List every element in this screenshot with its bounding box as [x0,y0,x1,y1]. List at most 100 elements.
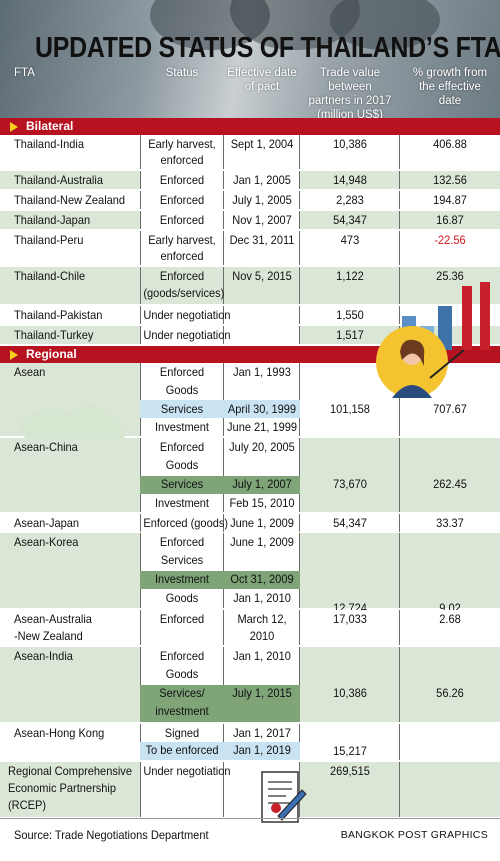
section-bar-regional: Regional [0,346,500,363]
fta-name: Thailand-India [14,137,84,151]
section-bar-bilateral: Bilateral [0,118,500,135]
fta-name: Asean-Hong Kong [14,726,105,740]
trade-value: 17,033 [333,612,367,626]
status-text: (goods/services) [143,286,225,300]
status-text: Investment [154,420,209,434]
status-text: Services [160,477,204,491]
effective-date: Sept 1, 2004 [230,137,294,151]
col-header-fta: FTA [14,67,35,79]
trade-value: 269,515 [330,764,370,778]
effective-date: 2010 [249,629,275,643]
fta-name: Thailand-Chile [14,269,86,283]
trade-value: 10,386 [333,137,367,151]
status-text: enforced [160,249,204,263]
col-header-growth-line3: date [438,95,462,107]
status-text: Investment [154,496,209,510]
col-header-growth-line2: the effective [419,81,481,93]
growth-value: 56.26 [436,686,464,700]
growth-value-negative: -22.56 [434,233,466,247]
status-text: Under negotiation [143,308,231,322]
effective-date: June 1, 2009 [230,535,294,549]
status-text: To be enforced [145,743,219,757]
effective-date: Jan 1, 1993 [233,365,291,379]
growth-value: 406.88 [433,137,467,151]
table-row: Thailand-Japan Enforced Nov 1, 2007 54,3… [0,211,500,230]
trade-value: 14,948 [333,173,367,187]
table-row: Thailand-Turkey Under negotiation 1,517 [0,326,500,345]
triangle-icon [10,350,18,360]
status-text: Goods [165,458,199,472]
effective-date: Oct 31, 2009 [230,572,294,586]
page-title: UPDATED STATUS OF THAILAND’S FTA TALKS [35,32,500,64]
status-text: Goods [165,383,199,397]
effective-date: April 30, 1999 [227,402,297,416]
fta-name: Thailand-Turkey [14,328,94,342]
source-note: Source: Trade Negotiations Department [14,828,209,842]
fta-name: Thailand-New Zealand [14,193,126,207]
effective-date: June 1, 2009 [230,516,294,530]
fta-name: (RCEP) [8,798,47,812]
status-text: Early harvest, [148,137,216,151]
table-row: Thailand-Pakistan Under negotiation 1,55… [0,306,500,325]
col-header-effective: Effective date of pact [224,66,300,94]
status-text: Enforced [159,365,205,379]
growth-value: 16.87 [436,213,464,227]
trade-value: 1,550 [336,308,364,322]
status-text: Enforced [159,213,205,227]
status-text: Services/ [159,686,205,700]
fta-name: Asean-Japan [14,516,80,530]
effective-date: Nov 1, 2007 [232,213,292,227]
effective-date: July 1, 2007 [232,477,292,491]
effective-date: July 1, 2015 [232,686,292,700]
highlight-to-be-enforced [140,742,300,760]
effective-date: June 21, 1999 [227,420,298,434]
fta-name: Asean-Australia [14,612,92,626]
highlight-services [140,476,300,494]
col-header-trade-line1: Trade value between [319,67,381,93]
growth-value: 707.67 [433,402,467,416]
table-row: Thailand-Australia Enforced Jan 1, 2005 … [0,171,500,190]
growth-value: 194.87 [433,193,467,207]
fta-name: Thailand-Peru [14,233,84,247]
contract-pen-icon [261,771,307,823]
status-text: Investment [154,572,209,586]
table-row: Thailand-Peru Early harvest, enforced De… [0,231,500,266]
triangle-icon [10,122,18,132]
effective-date: Jan 1, 2010 [233,591,291,605]
highlight-investment [140,571,300,589]
effective-date: Jan 1, 2019 [233,743,291,757]
fist-shape [330,0,440,50]
status-text: Under negotiation [143,764,231,778]
col-header-trade-line2: partners in 2017 [308,95,392,107]
divider [0,818,500,819]
col-header-status: Status [165,67,199,79]
status-text: Goods [165,667,199,681]
status-text: Enforced [159,269,205,283]
growth-value: 262.45 [433,477,467,491]
status-text: Enforced [159,440,205,454]
trade-value: 54,347 [333,516,367,530]
trade-value: 1,122 [336,269,364,283]
growth-value: 132.56 [433,173,467,187]
table-row: Thailand-India Early harvest, enforced S… [0,135,500,170]
effective-date: Jan 1, 2005 [233,173,291,187]
table-row: Thailand-New Zealand Enforced July 1, 20… [0,191,500,210]
effective-date: July 1, 2005 [232,193,292,207]
table-row: Thailand-Chile Enforced (goods/services)… [0,267,500,305]
status-text: investment [155,704,209,718]
fta-name: Economic Partnership [8,781,116,795]
table-row: Regional Comprehensive Economic Partners… [0,762,500,818]
col-header-growth: % growth from the effective date [400,66,500,108]
trade-value: 10,386 [333,686,367,700]
status-text: Services [160,553,204,567]
trade-value: 54,347 [333,213,367,227]
fta-name: Asean-China [14,440,78,454]
growth-value: 33.37 [436,516,464,530]
status-text: Goods [165,591,199,605]
status-text: Early harvest, [148,233,216,247]
status-text: Signed [164,726,200,740]
col-header-effective-line1: Effective date [227,67,297,79]
status-text: Enforced [159,612,205,626]
growth-value: 2.68 [439,612,461,626]
